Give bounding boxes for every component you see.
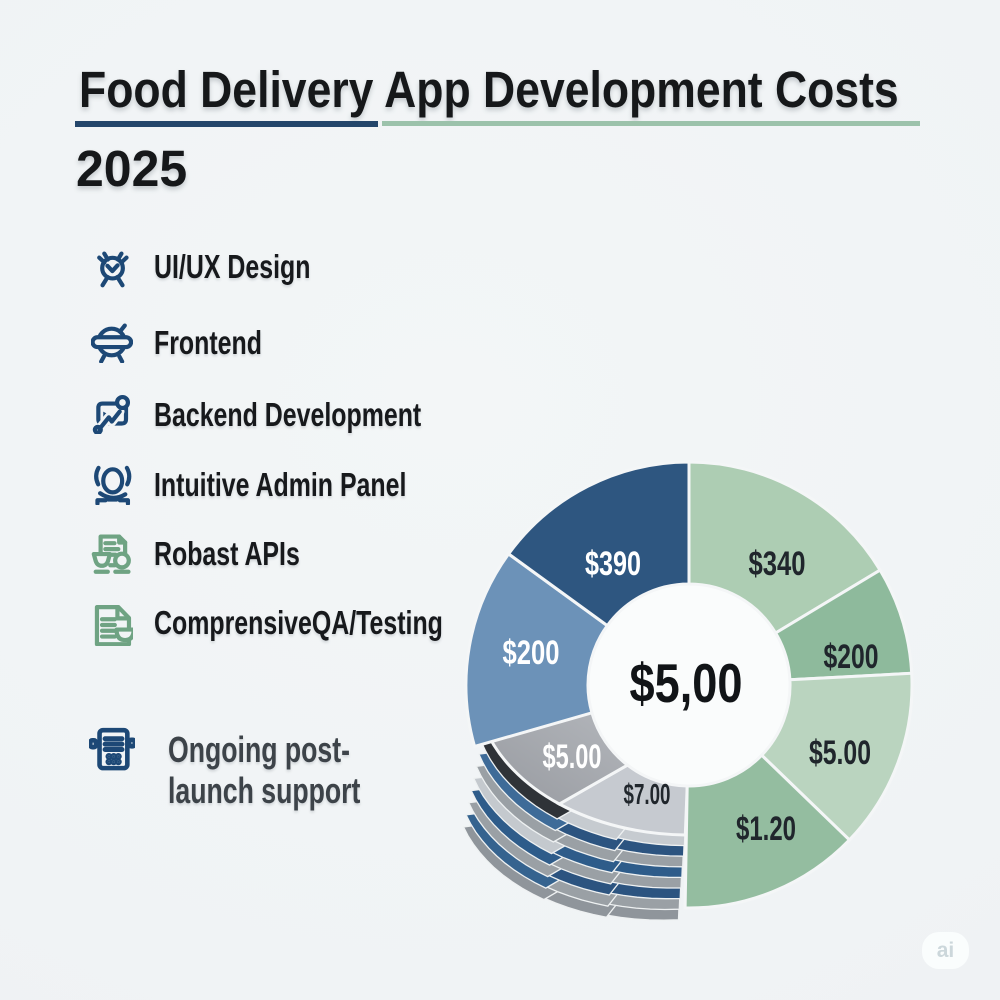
svg-text:$1.20: $1.20	[736, 810, 796, 848]
svg-text:$5,00: $5,00	[630, 652, 743, 714]
svg-text:$390: $390	[585, 545, 641, 583]
svg-text:$200: $200	[824, 638, 879, 676]
svg-text:$5.00: $5.00	[543, 738, 602, 776]
svg-text:$5.00: $5.00	[809, 734, 871, 772]
svg-text:$340: $340	[749, 545, 806, 583]
svg-text:$7.00: $7.00	[624, 779, 671, 811]
svg-text:$200: $200	[503, 634, 560, 672]
